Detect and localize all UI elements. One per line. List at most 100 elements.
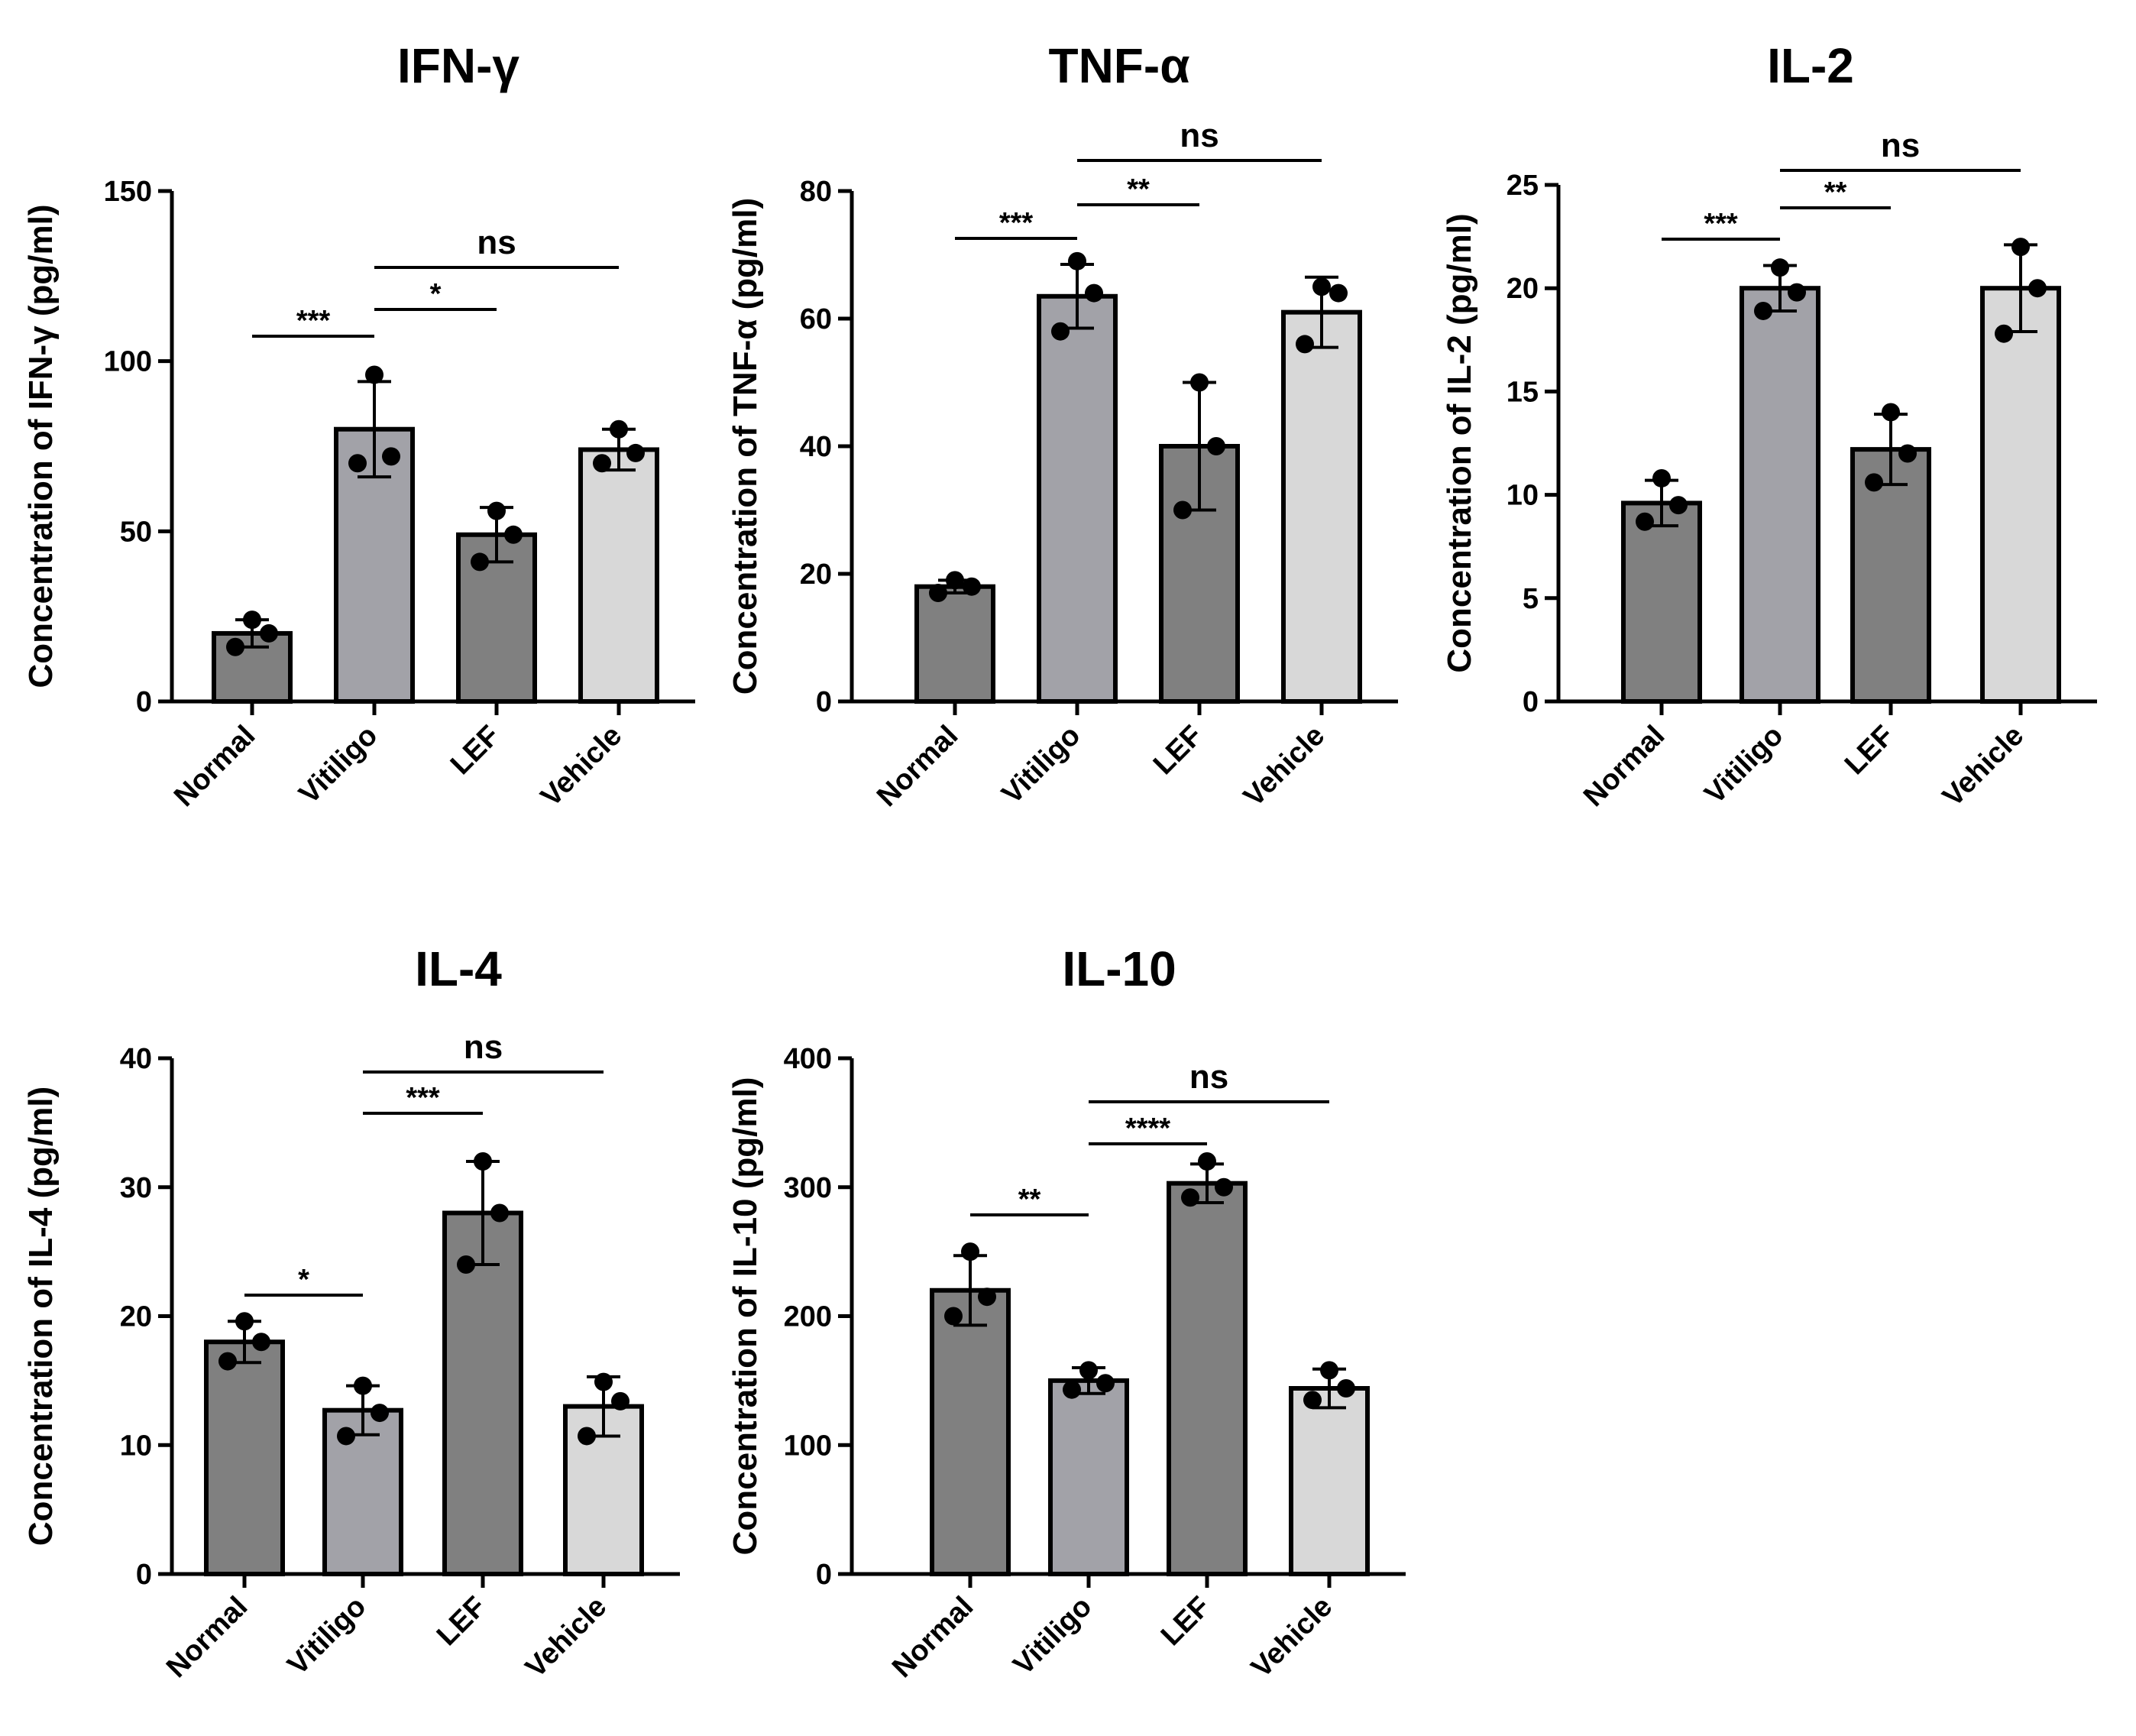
- significance-label: ns: [477, 224, 516, 261]
- data-point-vehicle: [611, 1391, 629, 1410]
- data-point-vitiligo: [1771, 258, 1789, 277]
- data-point-vehicle: [593, 454, 611, 473]
- x-tick-label-lef: LEF: [1147, 720, 1209, 781]
- bar-vitiligo: [1037, 293, 1118, 704]
- data-point-lef: [1898, 444, 1917, 463]
- y-tick-label: 20: [1507, 273, 1539, 305]
- data-point-vitiligo: [1068, 251, 1086, 270]
- data-point-vehicle: [594, 1372, 613, 1391]
- data-point-lef: [457, 1255, 475, 1274]
- y-tick-label: 200: [784, 1301, 832, 1333]
- x-tick-label-normal: Normal: [168, 720, 261, 813]
- x-tick-label-normal: Normal: [871, 720, 964, 813]
- y-tick-label: 0: [1523, 686, 1539, 718]
- bar-vitiligo: [1740, 286, 1820, 704]
- y-tick-label: 0: [136, 1559, 152, 1591]
- bar-vehicle: [1281, 309, 1362, 704]
- data-point-lef: [1207, 437, 1225, 455]
- x-tick-label-vehicle: Vehicle: [519, 1591, 613, 1684]
- y-tick-label: 150: [104, 176, 152, 208]
- data-point-normal: [978, 1287, 996, 1307]
- significance-label: ns: [464, 1028, 503, 1066]
- y-axis-label: Concentration of IL-2 (pg/ml): [1441, 213, 1478, 672]
- data-point-normal: [946, 571, 964, 590]
- x-tick-label-vitiligo: Vitiligo: [1699, 720, 1790, 811]
- y-tick-label: 10: [120, 1430, 152, 1462]
- chart-title: IL-4: [415, 941, 502, 996]
- x-tick-label-vitiligo: Vitiligo: [1008, 1591, 1099, 1682]
- data-point-lef: [1215, 1177, 1233, 1197]
- x-tick-label-lef: LEF: [1155, 1591, 1216, 1652]
- data-point-vitiligo: [337, 1427, 355, 1446]
- data-point-vitiligo: [348, 454, 367, 473]
- y-tick-label: 40: [800, 431, 832, 463]
- data-point-normal: [963, 577, 981, 596]
- x-tick-label-vehicle: Vehicle: [1245, 1591, 1338, 1684]
- chart-title: TNF-α: [1048, 38, 1189, 93]
- x-tick-label-normal: Normal: [886, 1591, 979, 1684]
- chart-title: IL-10: [1062, 941, 1176, 996]
- significance-label: **: [1824, 177, 1847, 209]
- significance-label: *: [298, 1264, 309, 1296]
- data-point-normal: [252, 1333, 270, 1352]
- data-point-normal: [218, 1352, 237, 1371]
- data-point-vitiligo: [354, 1376, 372, 1395]
- y-tick-label: 400: [784, 1043, 832, 1075]
- bar-normal: [914, 584, 995, 704]
- significance-label: ***: [1704, 208, 1738, 240]
- significance-label: **: [1018, 1184, 1041, 1216]
- data-point-normal: [944, 1307, 963, 1326]
- chart-title: IL-2: [1767, 38, 1854, 93]
- data-point-vitiligo: [1079, 1361, 1098, 1380]
- data-point-vitiligo: [1788, 283, 1806, 302]
- significance-label: *: [430, 278, 442, 310]
- data-point-vitiligo: [1051, 322, 1070, 341]
- significance-label: ***: [406, 1082, 440, 1114]
- data-point-lef: [1865, 473, 1883, 492]
- data-point-vehicle: [1337, 1379, 1355, 1398]
- chart-title: IFN-γ: [397, 38, 519, 93]
- data-point-vitiligo: [1063, 1380, 1081, 1399]
- y-tick-label: 80: [800, 176, 832, 208]
- data-point-vehicle: [1995, 324, 2013, 343]
- y-axis-label: Concentration of IFN-γ (pg/ml): [22, 204, 60, 688]
- chart-panel-il-2: IL-2 Concentration of IL-2 (pg/ml) 0 5 10 15 2…: [1441, 38, 2097, 813]
- data-point-lef: [504, 525, 523, 544]
- data-point-normal: [961, 1242, 979, 1262]
- data-point-vehicle: [2028, 279, 2047, 298]
- data-point-vitiligo: [1754, 301, 1772, 320]
- bar-lef: [1850, 447, 1931, 704]
- significance-label: ns: [1180, 117, 1218, 154]
- bar-vehicle: [1980, 286, 2061, 704]
- data-point-vehicle: [578, 1427, 596, 1446]
- data-point-normal: [929, 584, 947, 603]
- data-point-lef: [1190, 373, 1209, 392]
- data-point-vitiligo: [365, 365, 384, 384]
- x-tick-label-vehicle: Vehicle: [1238, 720, 1331, 813]
- y-tick-label: 100: [784, 1430, 832, 1462]
- data-point-vehicle: [626, 443, 645, 462]
- y-tick-label: 0: [816, 686, 832, 718]
- bar-normal: [204, 1339, 285, 1576]
- x-tick-label-vitiligo: Vitiligo: [293, 720, 384, 811]
- x-tick-label-lef: LEF: [431, 1591, 492, 1652]
- data-point-lef: [471, 552, 489, 572]
- data-point-normal: [260, 623, 278, 643]
- data-point-normal: [243, 611, 261, 630]
- y-tick-label: 0: [136, 686, 152, 718]
- y-tick-label: 30: [120, 1172, 152, 1204]
- y-tick-label: 20: [120, 1301, 152, 1333]
- data-point-normal: [226, 637, 244, 656]
- y-axis-label: Concentration of TNF-α (pg/ml): [727, 198, 764, 695]
- data-point-lef: [487, 501, 506, 520]
- data-point-normal: [1652, 468, 1671, 487]
- y-tick-label: 25: [1507, 170, 1539, 202]
- data-point-vitiligo: [1096, 1374, 1115, 1393]
- data-point-lef: [1198, 1152, 1216, 1171]
- data-point-vehicle: [1320, 1361, 1338, 1380]
- y-tick-label: 20: [800, 559, 832, 591]
- y-tick-label: 10: [1507, 480, 1539, 512]
- bar-normal: [1621, 500, 1702, 704]
- bar-vehicle: [578, 447, 659, 704]
- data-point-vitiligo: [371, 1404, 389, 1423]
